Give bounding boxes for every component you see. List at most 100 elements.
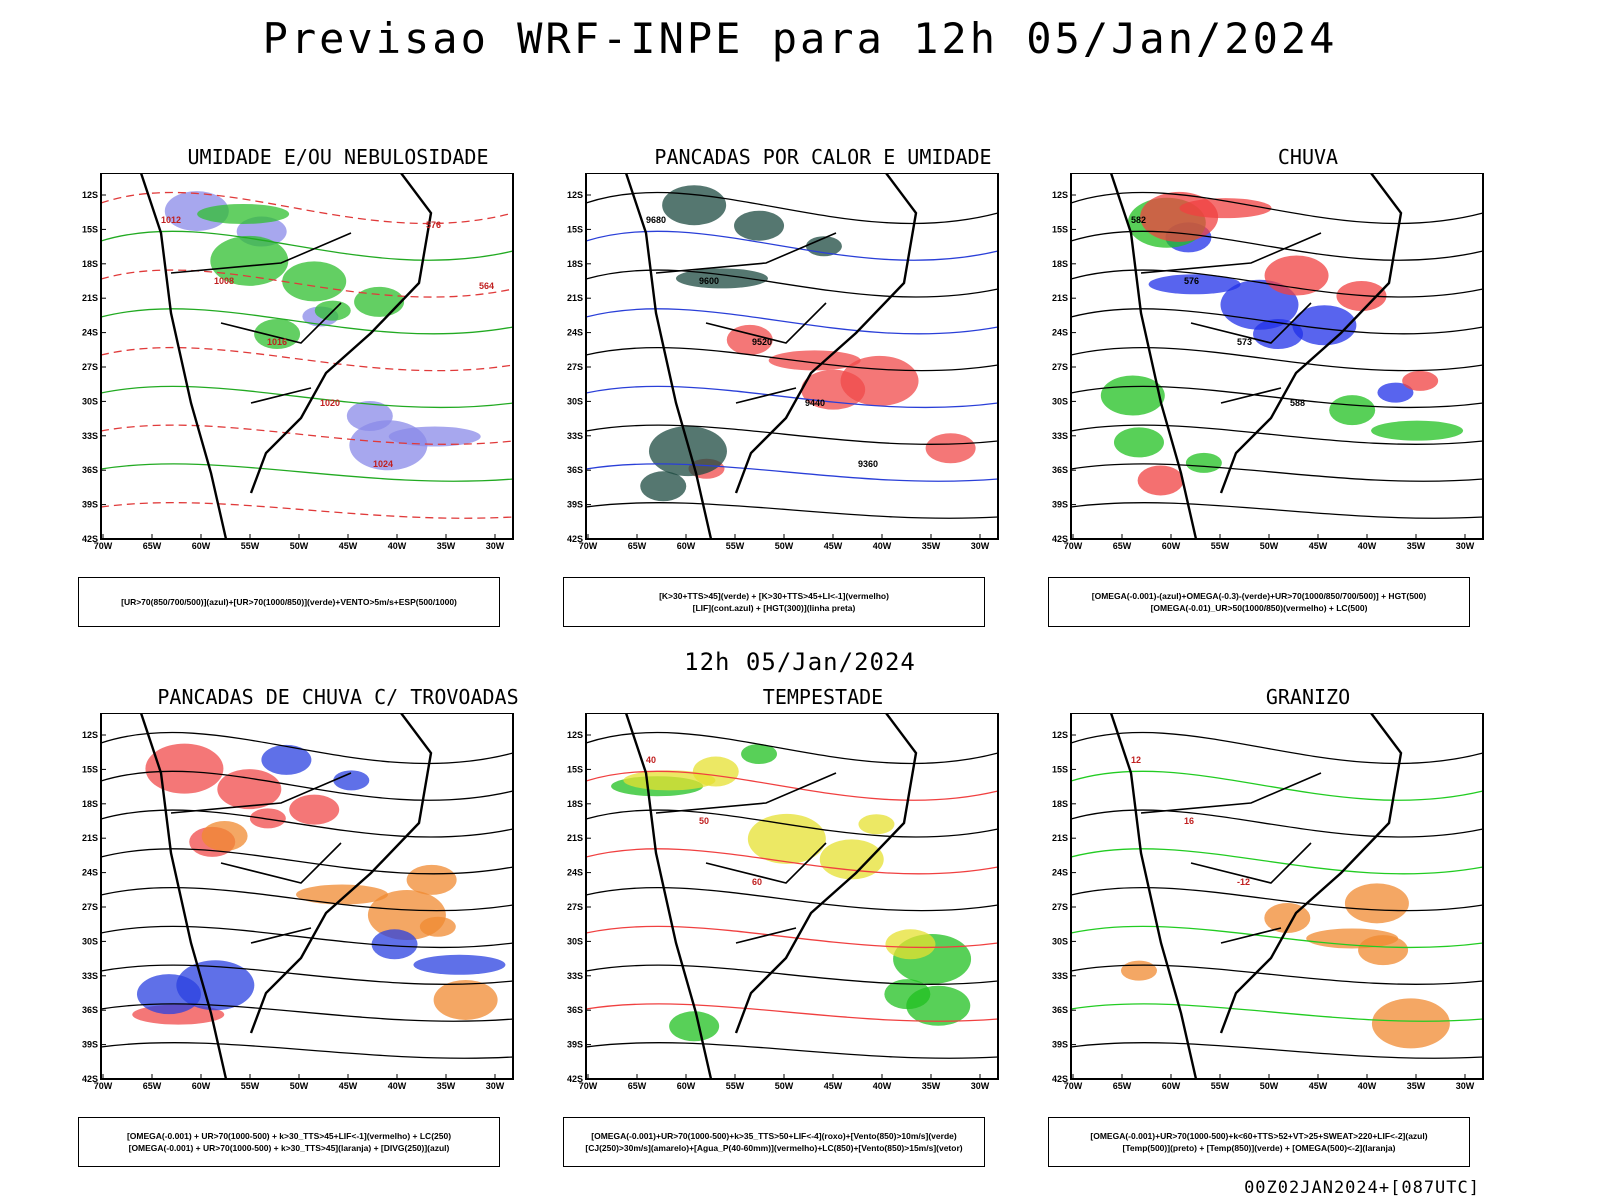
contour-label: 564 (479, 281, 494, 291)
lat-label: 27S (82, 362, 98, 372)
field-shading (741, 743, 778, 764)
contour-line (100, 1042, 514, 1059)
contour-line (585, 964, 999, 985)
panel-legend: [OMEGA(-0.001) + UR>70(1000-500) + k>30_… (78, 1117, 500, 1167)
lon-label: 45W (339, 541, 358, 551)
contour-line (585, 269, 999, 298)
contour-line (100, 385, 514, 409)
lat-label: 12S (1052, 730, 1068, 740)
field-shading (217, 769, 282, 810)
contour-line (100, 502, 514, 519)
lon-label: 65W (1113, 1081, 1132, 1091)
lon-label: 45W (824, 541, 843, 551)
field-shading (333, 770, 370, 791)
lon-label: 30W (971, 541, 990, 551)
lon-label: 50W (1260, 541, 1279, 551)
lon-label: 35W (1407, 541, 1426, 551)
lon-label: 60W (192, 1081, 211, 1091)
map-frame (100, 713, 514, 1080)
lat-label: 21S (82, 833, 98, 843)
legend-line: [LIF](cont.azul) + [HGT(300)](linha pret… (692, 603, 856, 613)
panel-title: PANCADAS POR CALOR E UMIDADE (654, 145, 992, 169)
field-shading (734, 210, 785, 241)
lat-label: 33S (1052, 431, 1068, 441)
lon-label: 35W (1407, 1081, 1426, 1091)
lat-label: 30S (1052, 396, 1068, 406)
lon-label: 55W (726, 1081, 745, 1091)
contour-label: 576 (1184, 276, 1199, 286)
contour-line (1070, 770, 1484, 801)
contour-line (585, 424, 999, 445)
field-shading (884, 979, 931, 1010)
contour-line (1070, 731, 1484, 765)
field-shading (1402, 370, 1439, 391)
coastline (624, 713, 918, 1080)
field-shading (249, 808, 286, 829)
lon-label: 55W (241, 541, 260, 551)
lon-label: 30W (486, 1081, 505, 1091)
contour-line (1070, 191, 1484, 225)
lat-label: 36S (1052, 1005, 1068, 1015)
lon-label: 65W (143, 541, 162, 551)
lon-label: 45W (824, 1081, 843, 1091)
contour-line (1070, 886, 1484, 912)
field-shading (675, 268, 768, 289)
contour-label: 12 (1131, 755, 1141, 765)
field-shading (346, 401, 393, 432)
panel-legend: [OMEGA(-0.001)-(azul)+OMEGA(-0.3)-(verde… (1048, 577, 1470, 627)
lon-label: 65W (628, 541, 647, 551)
lat-label: 15S (567, 764, 583, 774)
lat-label: 12S (82, 730, 98, 740)
lon-label: 60W (1162, 1081, 1181, 1091)
lat-label: 12S (567, 730, 583, 740)
contour-line (585, 886, 999, 912)
panel-title: UMIDADE E/OU NEBULOSIDADE (187, 145, 489, 169)
lon-label: 50W (775, 1081, 794, 1091)
legend-line: [OMEGA(-0.001)+UR>70(1000-500)+k>35_TTS>… (591, 1131, 957, 1141)
contour-line (1070, 925, 1484, 949)
legend-line: [K>30+TTS>45](verde) + [K>30+TTS>45+LI<-… (659, 591, 889, 601)
field-shading (1292, 305, 1357, 346)
political-borders (170, 232, 352, 404)
lat-label: 27S (82, 902, 98, 912)
lat-label: 15S (1052, 224, 1068, 234)
contour-line (585, 848, 999, 875)
contour-label: 1012 (161, 215, 181, 225)
contour-line (585, 385, 999, 409)
contour-line (100, 770, 514, 801)
lat-label: 39S (82, 1040, 98, 1050)
contour-line (1070, 424, 1484, 445)
contour-line (1070, 1003, 1484, 1022)
field-shading (726, 324, 773, 355)
map-frame (1070, 173, 1484, 540)
contour-label: 1024 (373, 459, 393, 469)
contour-label: 582 (1131, 215, 1146, 225)
field-shading (1120, 960, 1157, 981)
field-shading (145, 743, 224, 794)
contour-line (100, 230, 514, 261)
field-shading (197, 203, 290, 224)
field-shading (201, 820, 248, 851)
legend-line: [Temp(500)](preto) + [Temp(850)](verde) … (1122, 1143, 1396, 1153)
lon-label: 45W (339, 1081, 358, 1091)
contour-line (1070, 308, 1484, 335)
contour-label: 16 (1184, 816, 1194, 826)
lat-label: 15S (82, 764, 98, 774)
mid-date: 12h 05/Jan/2024 (684, 648, 916, 676)
field-shading (1329, 395, 1376, 426)
lat-label: 27S (1052, 902, 1068, 912)
lat-label: 30S (82, 936, 98, 946)
legend-line: [OMEGA(-0.001) + UR>70(1000-500) + k>30_… (126, 1131, 452, 1141)
lat-label: 42S (1052, 1074, 1068, 1084)
field-shading (367, 890, 446, 941)
contour-line (585, 925, 999, 949)
lon-label: 65W (1113, 541, 1132, 551)
political-borders (1140, 232, 1322, 404)
contour-line (1070, 463, 1484, 482)
contour-label: 50 (699, 816, 709, 826)
main-title: Previsao WRF-INPE para 12h 05/Jan/2024 (262, 14, 1338, 63)
contour-line (585, 463, 999, 482)
lat-label: 18S (1052, 259, 1068, 269)
lon-label: 30W (1456, 541, 1475, 551)
lat-label: 24S (567, 328, 583, 338)
